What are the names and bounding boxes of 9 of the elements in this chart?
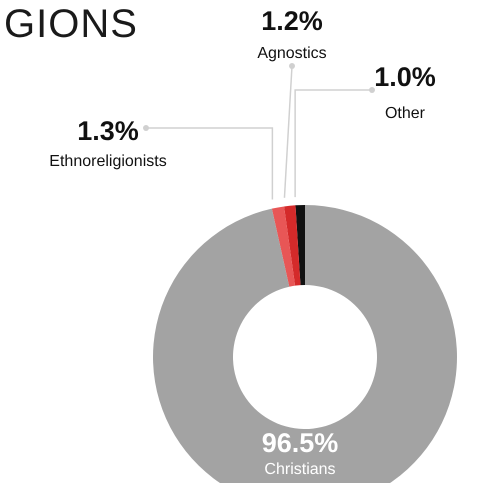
slice-label: Other	[384, 105, 426, 122]
slice-label: Agnostics	[257, 45, 327, 62]
chart-title: GIONS	[4, 2, 138, 47]
slice-label: Christians	[264, 461, 336, 478]
data-label: 1.2%	[261, 6, 323, 36]
data-label: 1.3%	[77, 116, 139, 146]
data-label: 1.0%	[374, 62, 436, 92]
data-label: 96.5%	[262, 428, 338, 458]
slice-label: Ethnoreligionists	[49, 153, 167, 170]
